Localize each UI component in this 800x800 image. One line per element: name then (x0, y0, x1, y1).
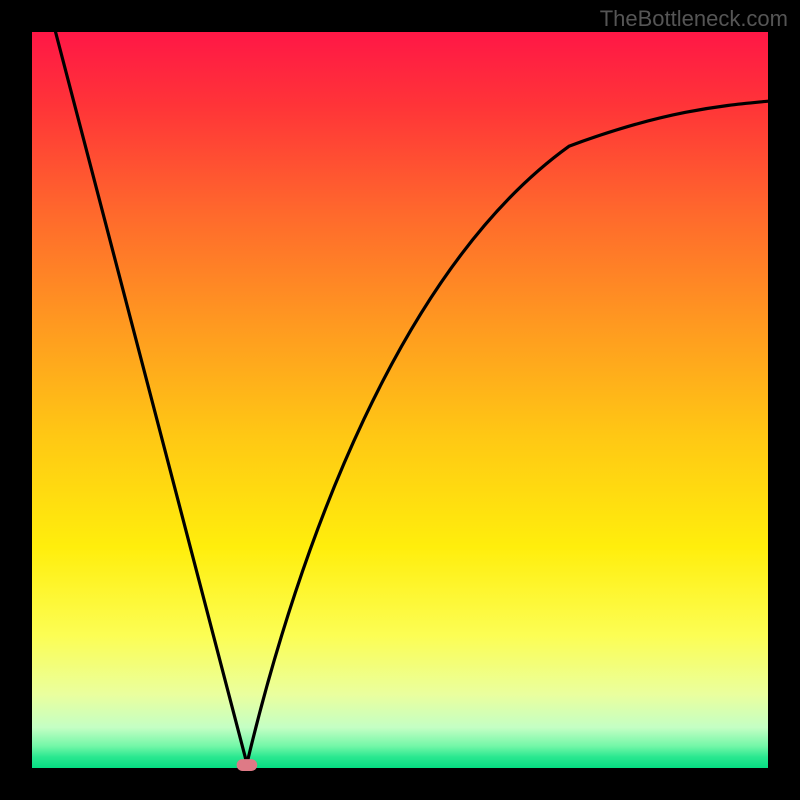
minimum-marker (237, 759, 258, 771)
chart-container: TheBottleneck.com (0, 0, 800, 800)
bottleneck-chart (0, 0, 800, 800)
watermark-text: TheBottleneck.com (600, 6, 788, 32)
plot-background (32, 32, 768, 768)
